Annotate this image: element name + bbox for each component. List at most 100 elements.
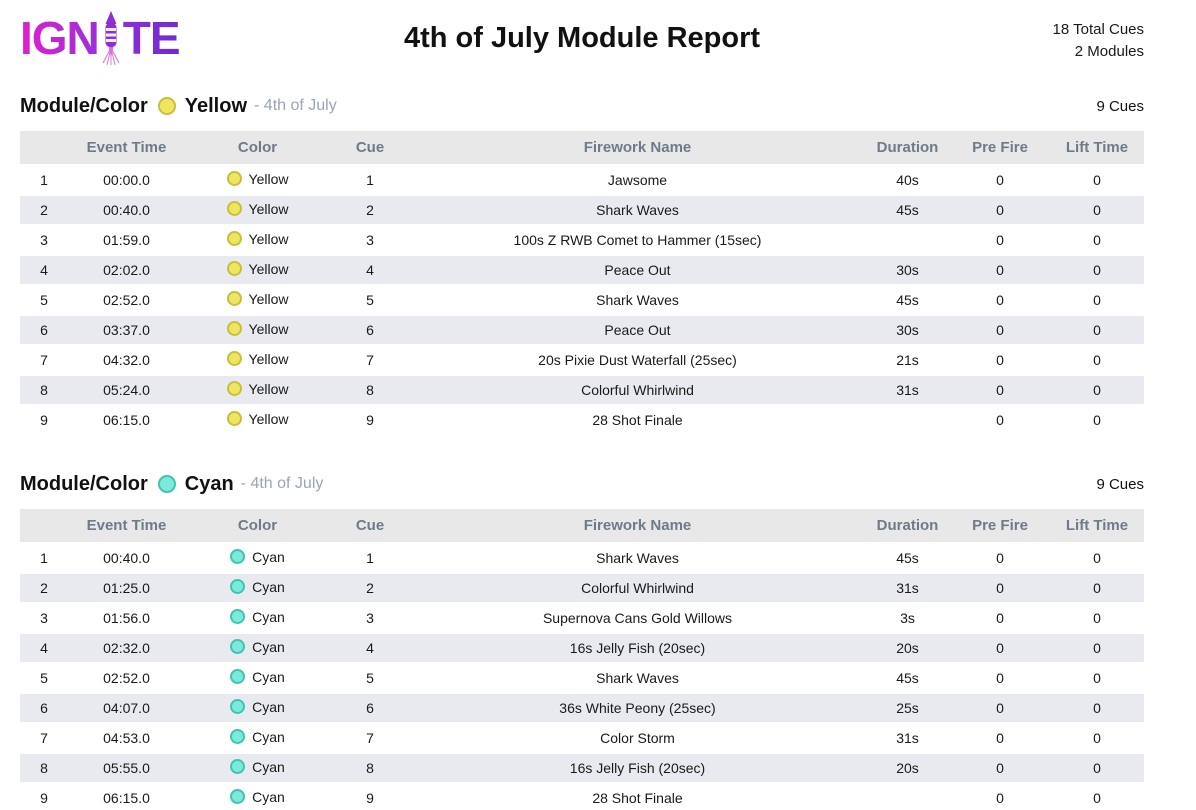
cue-row: 8 05:24.0 Yellow 8 Colorful Whirlwind 31s 0 0 [20, 375, 1144, 406]
cell-color: Cyan [185, 753, 330, 784]
cell-pre-fire: 0 [950, 723, 1050, 754]
module-cue-count: 9 Cues [1096, 97, 1144, 115]
cell-lift-time: 0 [1050, 375, 1144, 406]
cell-color: Cyan [185, 633, 330, 664]
cell-duration: 25s [865, 693, 950, 724]
cell-firework-name: 100s Z RWB Comet to Hammer (15sec) [410, 225, 865, 256]
cell-firework-name: 20s Pixie Dust Waterfall (25sec) [410, 345, 865, 376]
color-name: Cyan [252, 548, 285, 565]
cell-firework-name: Shark Waves [410, 543, 865, 574]
color-dot-icon [226, 321, 242, 337]
cell-duration: 21s [865, 345, 950, 376]
cell-lift-time: 0 [1050, 693, 1144, 724]
cell-color: Cyan [185, 663, 330, 694]
module-section-cyan: Module/Color Cyan - 4th of July 9 Cues E… [20, 468, 1144, 810]
cell-lift-time: 0 [1050, 753, 1144, 784]
cell-pre-fire: 0 [950, 693, 1050, 724]
cell-row-number: 7 [20, 723, 68, 754]
cell-lift-time: 0 [1050, 255, 1144, 286]
cell-cue-number: 6 [330, 693, 410, 724]
cell-pre-fire: 0 [950, 165, 1050, 196]
module-cue-count: 9 Cues [1096, 475, 1144, 493]
cell-pre-fire: 0 [950, 543, 1050, 574]
cell-firework-name: Peace Out [410, 315, 865, 346]
column-header: Event Time [68, 131, 185, 166]
cue-row: 4 02:32.0 Cyan 4 16s Jelly Fish (20sec) 20s 0 0 [20, 633, 1144, 664]
table-header-row: Event Time Color Cue Firework Name Duration P… [20, 131, 1144, 166]
module-section-yellow: Module/Color Yellow - 4th of July 9 Cues… [20, 90, 1144, 436]
color-dot-icon [230, 789, 246, 805]
color-name: Cyan [252, 668, 285, 685]
cell-pre-fire: 0 [950, 573, 1050, 604]
column-header: Lift Time [1050, 509, 1144, 544]
cell-cue-number: 9 [330, 783, 410, 810]
cell-pre-fire: 0 [950, 663, 1050, 694]
color-name: Cyan [252, 728, 285, 745]
module-header: Module/Color Yellow - 4th of July 9 Cues [20, 90, 1144, 122]
cell-lift-time: 0 [1050, 633, 1144, 664]
cell-pre-fire: 0 [950, 345, 1050, 376]
color-name: Yellow [248, 260, 289, 277]
column-header: Color [185, 509, 330, 544]
cell-row-number: 4 [20, 255, 68, 286]
cell-cue-number: 2 [330, 195, 410, 226]
color-name: Yellow [248, 170, 289, 187]
column-header: Event Time [68, 509, 185, 544]
cell-pre-fire: 0 [950, 315, 1050, 346]
cell-cue-number: 7 [330, 345, 410, 376]
cell-duration: 45s [865, 543, 950, 574]
cell-event-time: 04:53.0 [68, 723, 185, 754]
cell-duration: 30s [865, 255, 950, 286]
cell-lift-time: 0 [1050, 663, 1144, 694]
cell-duration: 31s [865, 573, 950, 604]
cue-table: Event Time Color Cue Firework Name Duration P… [20, 509, 1144, 810]
color-name: Yellow [248, 380, 289, 397]
column-header: Duration [865, 131, 950, 166]
cell-firework-name: Color Storm [410, 723, 865, 754]
cue-table: Event Time Color Cue Firework Name Duration P… [20, 131, 1144, 436]
cell-duration [865, 783, 950, 810]
cell-color: Cyan [185, 603, 330, 634]
cell-event-time: 04:07.0 [68, 693, 185, 724]
cue-row: 7 04:32.0 Yellow 7 20s Pixie Dust Waterfall … [20, 345, 1144, 376]
cell-duration: 20s [865, 633, 950, 664]
module-header: Module/Color Cyan - 4th of July 9 Cues [20, 468, 1144, 500]
cue-row: 7 04:53.0 Cyan 7 Color Storm 31s 0 0 [20, 723, 1144, 754]
page-title: 4th of July Module Report [403, 22, 761, 54]
cell-firework-name: Colorful Whirlwind [410, 573, 865, 604]
cell-cue-number: 7 [330, 723, 410, 754]
cell-lift-time: 0 [1050, 345, 1144, 376]
color-name: Yellow [248, 410, 289, 427]
color-dot-icon [226, 381, 242, 397]
logo-text-te: TE [122, 12, 181, 64]
report-stats: 18 Total Cues 2 Modules [1053, 19, 1144, 63]
cell-row-number: 1 [20, 165, 68, 196]
cell-pre-fire: 0 [950, 633, 1050, 664]
cell-row-number: 5 [20, 285, 68, 316]
color-name: Cyan [252, 608, 285, 625]
cell-firework-name: Shark Waves [410, 663, 865, 694]
cell-color: Yellow [185, 225, 330, 256]
rocket-icon [102, 11, 120, 66]
module-color-name: Cyan [184, 472, 234, 495]
cell-duration: 31s [865, 723, 950, 754]
module-color-name: Yellow [184, 94, 248, 117]
color-name: Yellow [248, 290, 289, 307]
cell-cue-number: 3 [330, 225, 410, 256]
cell-color: Cyan [185, 783, 330, 810]
cell-firework-name: Supernova Cans Gold Willows [410, 603, 865, 634]
table-header-row: Event Time Color Cue Firework Name Duration P… [20, 509, 1144, 544]
cell-event-time: 06:15.0 [68, 783, 185, 810]
cell-color: Cyan [185, 573, 330, 604]
module-color-dot-icon [157, 475, 176, 493]
cell-duration: 45s [865, 195, 950, 226]
cell-cue-number: 1 [330, 165, 410, 196]
column-header: Pre Fire [950, 131, 1050, 166]
color-dot-icon [230, 669, 246, 685]
cell-pre-fire: 0 [950, 225, 1050, 256]
cell-row-number: 2 [20, 573, 68, 604]
color-dot-icon [226, 231, 242, 247]
cell-lift-time: 0 [1050, 573, 1144, 604]
cell-pre-fire: 0 [950, 783, 1050, 810]
